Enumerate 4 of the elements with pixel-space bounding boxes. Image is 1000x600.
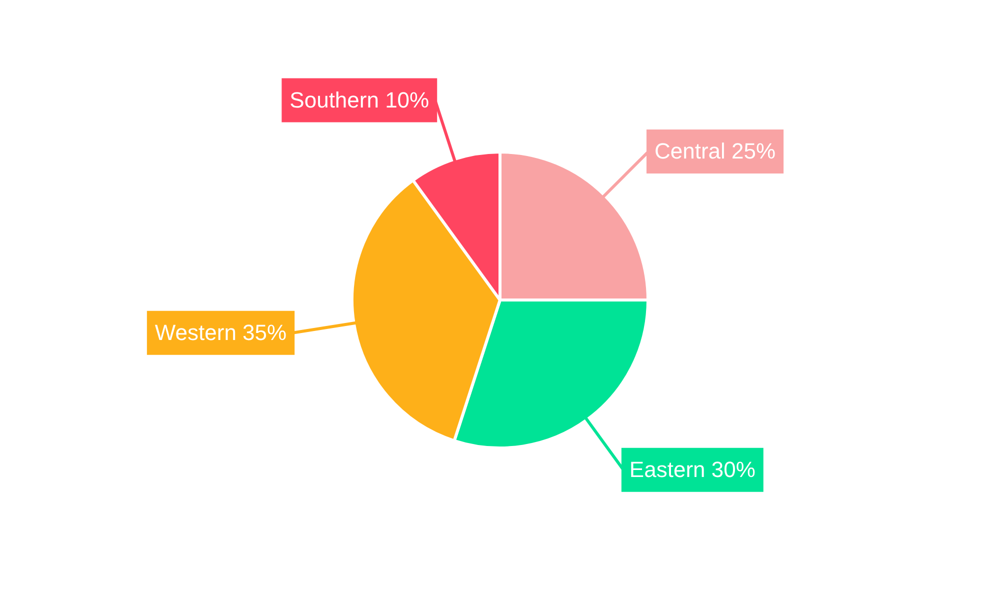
slice-label: Southern 10% xyxy=(290,87,430,112)
slice-label: Eastern 30% xyxy=(629,456,756,482)
slice-label: Central 25% xyxy=(654,138,776,164)
slice-label: Western 35% xyxy=(154,320,287,345)
